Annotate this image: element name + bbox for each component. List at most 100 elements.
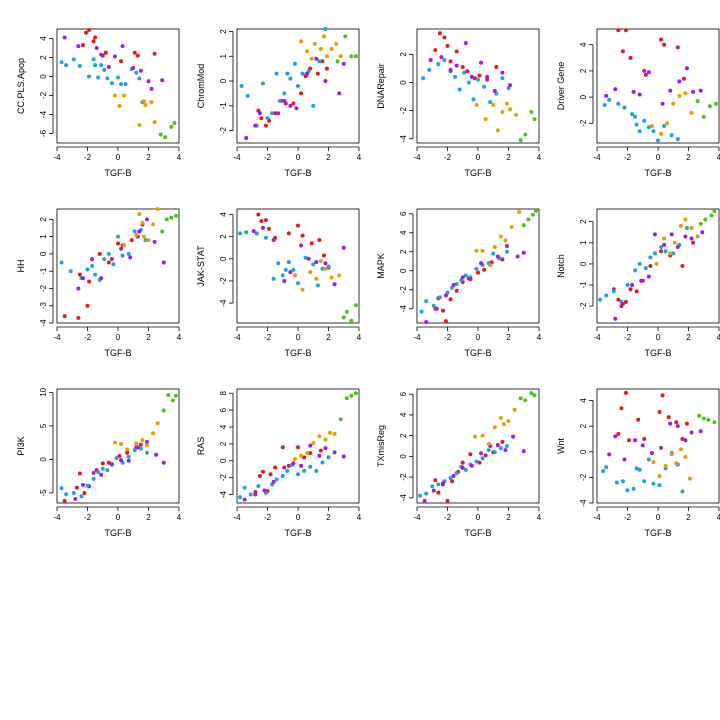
- data-point: [161, 408, 166, 413]
- data-point: [135, 53, 140, 58]
- data-point: [300, 233, 305, 238]
- data-point: [102, 67, 107, 72]
- data-point: [262, 488, 267, 493]
- data-point: [514, 112, 519, 117]
- x-axis-label: TGF-B: [285, 168, 312, 178]
- data-point: [245, 93, 250, 98]
- data-points: [601, 390, 717, 494]
- data-point: [665, 121, 670, 126]
- x-tick-label: -4: [233, 153, 241, 162]
- data-point: [329, 46, 334, 51]
- data-point: [91, 470, 96, 475]
- data-point: [292, 273, 297, 278]
- data-point: [77, 272, 82, 277]
- data-point: [314, 468, 319, 473]
- data-point: [689, 430, 694, 435]
- y-tick-label: -4: [579, 499, 588, 507]
- x-tick-label: 4: [177, 333, 182, 342]
- data-point: [244, 136, 249, 141]
- data-point: [683, 217, 688, 222]
- plot-frame: [596, 208, 720, 324]
- data-point: [77, 471, 82, 476]
- data-point: [480, 433, 485, 438]
- data-point: [268, 472, 273, 477]
- data-point: [134, 441, 139, 446]
- data-point: [476, 77, 480, 82]
- data-point: [533, 208, 538, 213]
- data-point: [119, 458, 124, 463]
- data-point: [64, 492, 69, 497]
- plot-frame: [416, 388, 540, 504]
- data-point: [623, 28, 628, 33]
- data-point: [674, 461, 679, 466]
- data-point: [96, 75, 101, 80]
- data-point: [280, 273, 285, 278]
- x-axis: -4 -2 0 2 4: [413, 326, 542, 342]
- data-point: [604, 465, 609, 470]
- data-point: [271, 276, 276, 281]
- data-point: [320, 59, 325, 64]
- data-point: [660, 101, 665, 106]
- data-point: [318, 46, 323, 51]
- data-point: [627, 438, 632, 443]
- data-point: [637, 129, 642, 134]
- data-point: [663, 463, 668, 468]
- x-tick-label: -2: [444, 153, 452, 162]
- scatter-panel-11: -4 -2 0 2 4 TGF-B -4 -2 0 2 4 6 TXmisReg: [376, 388, 542, 538]
- data-point: [468, 277, 473, 282]
- y-tick-label: 0: [579, 94, 588, 99]
- x-axis-label: TGF-B: [285, 348, 312, 358]
- data-point: [678, 223, 683, 228]
- data-point: [691, 89, 696, 94]
- data-point: [172, 121, 177, 126]
- x-tick-label: 2: [506, 513, 511, 522]
- x-axis-label: TGF-B: [465, 528, 492, 538]
- data-point: [305, 49, 310, 54]
- y-tick-label: 2: [399, 433, 408, 438]
- data-point: [273, 465, 278, 470]
- data-point: [137, 122, 142, 127]
- data-point: [256, 484, 261, 489]
- data-point: [91, 39, 96, 44]
- data-point: [59, 60, 64, 65]
- y-tick-label: 5: [39, 423, 48, 428]
- data-point: [263, 123, 268, 128]
- data-point: [248, 492, 253, 497]
- y-tick-label: 4: [219, 424, 228, 429]
- data-point: [116, 234, 120, 239]
- data-point: [112, 54, 117, 59]
- data-point: [476, 270, 480, 275]
- y-tick-label: 1: [219, 53, 228, 58]
- data-point: [238, 495, 243, 500]
- data-point: [437, 295, 442, 300]
- data-point: [471, 97, 476, 102]
- x-tick-label: 0: [476, 513, 481, 522]
- data-point: [454, 288, 459, 293]
- x-axis-label: TGF-B: [105, 168, 132, 178]
- data-point: [282, 91, 287, 96]
- x-tick-label: 0: [116, 153, 121, 162]
- data-point: [311, 441, 316, 446]
- data-point: [642, 479, 647, 484]
- data-point: [140, 220, 145, 225]
- data-points: [418, 391, 537, 503]
- x-tick-label: 4: [357, 513, 362, 522]
- data-point: [460, 465, 465, 470]
- data-point: [263, 235, 268, 240]
- data-point: [504, 249, 509, 254]
- y-tick-label: 4: [579, 42, 588, 47]
- data-point: [480, 456, 485, 461]
- data-point: [637, 261, 642, 266]
- data-point: [59, 260, 64, 265]
- data-point: [631, 89, 636, 94]
- data-point: [672, 240, 677, 245]
- data-point: [62, 498, 67, 503]
- data-point: [317, 434, 322, 439]
- data-point: [498, 446, 503, 451]
- y-tick-label: 0: [579, 261, 588, 266]
- data-point: [651, 129, 656, 134]
- y-tick-label: -6: [39, 129, 48, 137]
- data-point: [257, 473, 262, 478]
- data-point: [296, 445, 300, 450]
- y-tick-label: -2: [399, 473, 408, 481]
